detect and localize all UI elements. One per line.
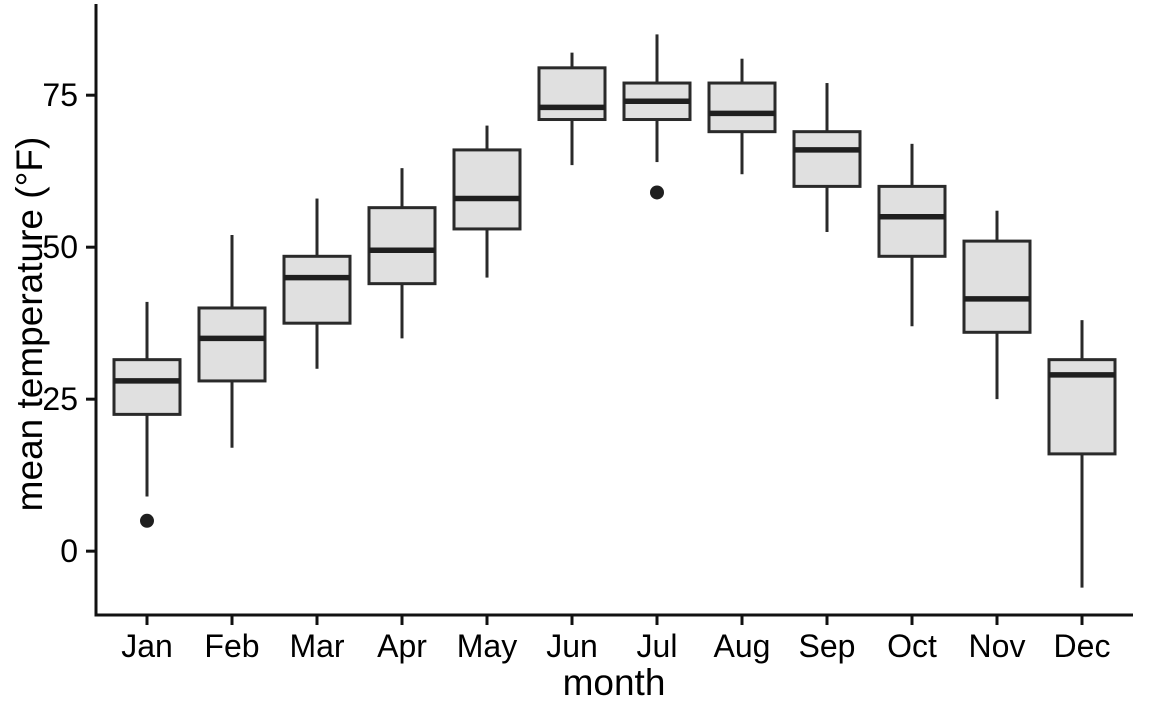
x-tick-label-feb: Feb (204, 628, 259, 664)
outlier-jul-0 (650, 185, 664, 200)
x-tick-label-sep: Sep (799, 628, 856, 664)
box-oct (877, 184, 947, 258)
y-tick-label-25: 25 (42, 381, 78, 417)
box-apr (367, 206, 437, 286)
x-tick-label-dec: Dec (1054, 628, 1111, 664)
y-tick-label-50: 50 (42, 229, 78, 265)
box-feb (197, 306, 267, 383)
box-nov (962, 239, 1032, 334)
box-may (452, 148, 522, 231)
y-tick-label-0: 0 (60, 533, 78, 569)
box-mar (282, 254, 352, 325)
x-axis-title: month (563, 662, 666, 703)
x-tick-label-oct: Oct (887, 628, 937, 664)
x-tick-label-aug: Aug (714, 628, 771, 664)
box-jun (537, 66, 607, 122)
x-tick-label-may: May (457, 628, 517, 664)
x-tick-label-apr: Apr (377, 628, 427, 664)
box-sep (792, 130, 862, 188)
x-tick-label-jun: Jun (546, 628, 598, 664)
x-tick-label-jul: Jul (637, 628, 678, 664)
x-tick-label-mar: Mar (289, 628, 344, 664)
box-jan (112, 358, 182, 416)
x-tick-label-jan: Jan (121, 628, 173, 664)
x-tick-label-nov: Nov (969, 628, 1026, 664)
y-axis-title: mean temperature (°F) (9, 137, 50, 512)
y-tick-label-75: 75 (42, 77, 78, 113)
outlier-jan-0 (140, 513, 154, 528)
box-aug (707, 81, 777, 134)
